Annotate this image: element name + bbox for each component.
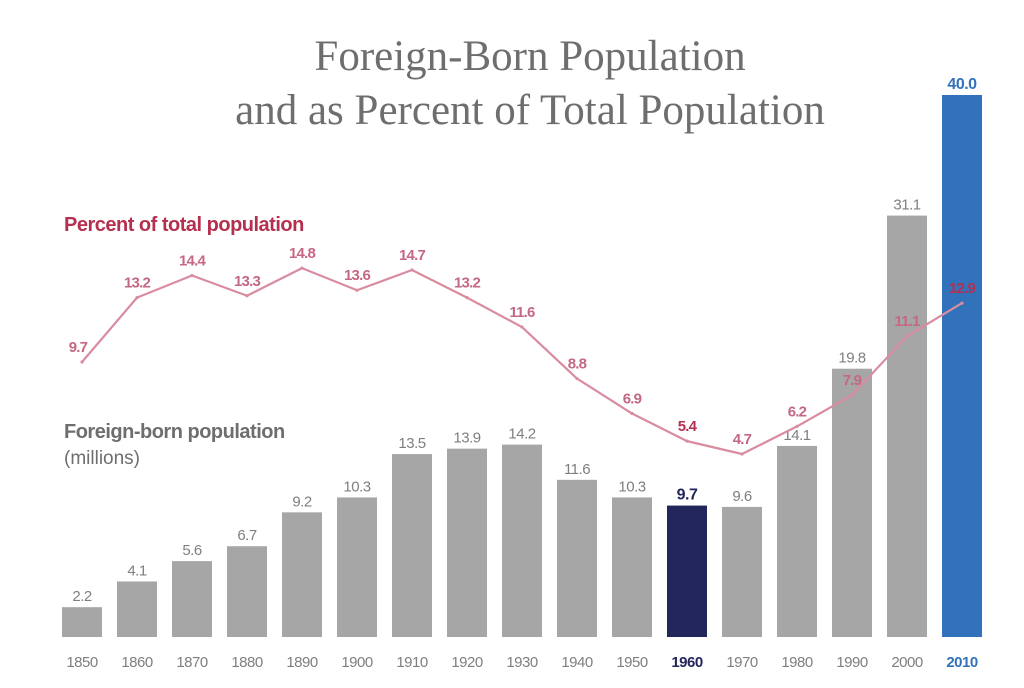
percent-value-label-1900: 13.6 xyxy=(344,267,370,284)
percent-value-label-1930: 11.6 xyxy=(509,304,535,321)
x-tick-label-1860: 1860 xyxy=(121,654,153,671)
bar-value-label-2000: 31.1 xyxy=(893,197,920,214)
x-tick-label-2010: 2010 xyxy=(946,654,978,671)
percent-point-1950 xyxy=(630,411,634,416)
bar-1950 xyxy=(612,497,652,637)
bar-2010 xyxy=(942,95,982,637)
x-tick-label-1960: 1960 xyxy=(671,654,703,671)
percent-value-label-2000: 11.1 xyxy=(894,313,920,330)
bar-1910 xyxy=(392,454,432,637)
percent-value-label-1860: 13.2 xyxy=(124,275,150,292)
bar-value-label-1860: 4.1 xyxy=(127,562,147,579)
percent-point-1990 xyxy=(850,393,854,397)
bar-1940 xyxy=(557,479,597,637)
bar-value-label-1940: 11.6 xyxy=(564,461,590,478)
bar-value-label-1850: 2.2 xyxy=(72,588,92,605)
percent-point-1960 xyxy=(685,439,689,443)
percent-value-label-1950: 6.9 xyxy=(623,391,642,408)
x-tick-label-1930: 1930 xyxy=(506,654,538,671)
x-tick-label-1890: 1890 xyxy=(286,654,318,671)
bar-value-label-1870: 5.6 xyxy=(182,542,202,559)
x-tick-label-1910: 1910 xyxy=(396,654,428,671)
bar-1960 xyxy=(667,505,707,637)
bar-value-label-2010: 40.0 xyxy=(947,76,977,93)
percent-value-label-1880: 13.3 xyxy=(234,273,260,290)
bar-1890 xyxy=(282,512,322,637)
percent-value-label-1920: 13.2 xyxy=(454,275,480,292)
x-tick-label-1850: 1850 xyxy=(66,654,98,671)
bar-value-label-1920: 13.9 xyxy=(453,430,480,447)
bar-value-label-1900: 10.3 xyxy=(343,478,370,495)
percent-value-label-1980: 6.2 xyxy=(788,403,807,420)
foreign-born-series-label: Foreign-born population xyxy=(64,421,285,443)
bar-value-label-1970: 9.6 xyxy=(732,488,752,505)
percent-series-label: Percent of total population xyxy=(64,214,304,236)
percent-point-2010 xyxy=(960,301,964,305)
bar-1930 xyxy=(502,444,542,637)
bar-value-label-1930: 14.2 xyxy=(508,426,535,443)
chart-title-line-1: Foreign-Born Population xyxy=(314,33,746,80)
bar-1990 xyxy=(832,368,872,637)
bar-value-label-1990: 19.8 xyxy=(838,350,865,367)
percent-value-label-1890: 14.8 xyxy=(289,245,315,262)
bar-value-label-1950: 10.3 xyxy=(618,478,645,495)
percent-point-1970 xyxy=(740,452,744,456)
percent-point-1980 xyxy=(795,424,799,428)
chart-title-line-2: and as Percent of Total Population xyxy=(235,87,825,134)
percent-point-1890 xyxy=(300,266,304,270)
bar-1860 xyxy=(117,581,157,637)
percent-point-1910 xyxy=(410,268,414,272)
percent-value-label-1970: 4.7 xyxy=(733,431,752,448)
percent-point-2000 xyxy=(905,334,909,338)
bar-1980 xyxy=(777,445,817,637)
percent-point-1860 xyxy=(135,296,139,300)
bar-1850 xyxy=(62,607,102,637)
bar-value-label-1890: 9.2 xyxy=(292,493,312,510)
x-tick-label-2000: 2000 xyxy=(891,654,923,671)
percent-value-label-1960: 5.4 xyxy=(678,418,698,435)
bar-1900 xyxy=(337,497,377,637)
percent-point-1850 xyxy=(80,360,84,364)
percent-point-1900 xyxy=(355,288,359,292)
x-tick-label-1870: 1870 xyxy=(176,654,208,671)
percent-value-label-1870: 14.4 xyxy=(179,253,206,270)
chart-title: Foreign-Born Population and as Percent o… xyxy=(0,30,1024,138)
percent-point-1920 xyxy=(465,296,469,300)
bar-2000 xyxy=(887,215,927,637)
percent-value-label-1850: 9.7 xyxy=(69,339,88,356)
bar-1920 xyxy=(447,448,487,637)
bar-value-label-1960: 9.7 xyxy=(677,487,698,504)
x-tick-label-1920: 1920 xyxy=(451,654,483,671)
bar-1880 xyxy=(227,546,267,637)
percent-point-1870 xyxy=(190,273,194,278)
bar-value-label-1980: 14.1 xyxy=(783,427,810,444)
x-tick-label-1990: 1990 xyxy=(836,654,868,671)
x-tick-label-1900: 1900 xyxy=(341,654,373,671)
bar-1870 xyxy=(172,561,212,637)
percent-value-label-1940: 8.8 xyxy=(568,356,587,373)
percent-point-1940 xyxy=(575,376,579,381)
bar-value-label-1910: 13.5 xyxy=(398,435,425,452)
bar-1970 xyxy=(722,506,762,637)
bar-value-label-1880: 6.7 xyxy=(237,527,257,544)
x-tick-label-1940: 1940 xyxy=(561,654,593,671)
x-tick-label-1980: 1980 xyxy=(781,654,813,671)
percent-value-label-1990: 7.9 xyxy=(843,372,862,389)
percent-value-label-1910: 14.7 xyxy=(399,247,425,264)
foreign-born-unit-label: (millions) xyxy=(64,448,140,469)
percent-point-1930 xyxy=(520,325,524,329)
x-tick-label-1880: 1880 xyxy=(231,654,263,671)
percent-value-label-2010: 12.9 xyxy=(949,280,975,297)
x-tick-label-1950: 1950 xyxy=(616,654,648,671)
percent-point-1880 xyxy=(245,294,249,298)
x-tick-label-1970: 1970 xyxy=(726,654,758,671)
